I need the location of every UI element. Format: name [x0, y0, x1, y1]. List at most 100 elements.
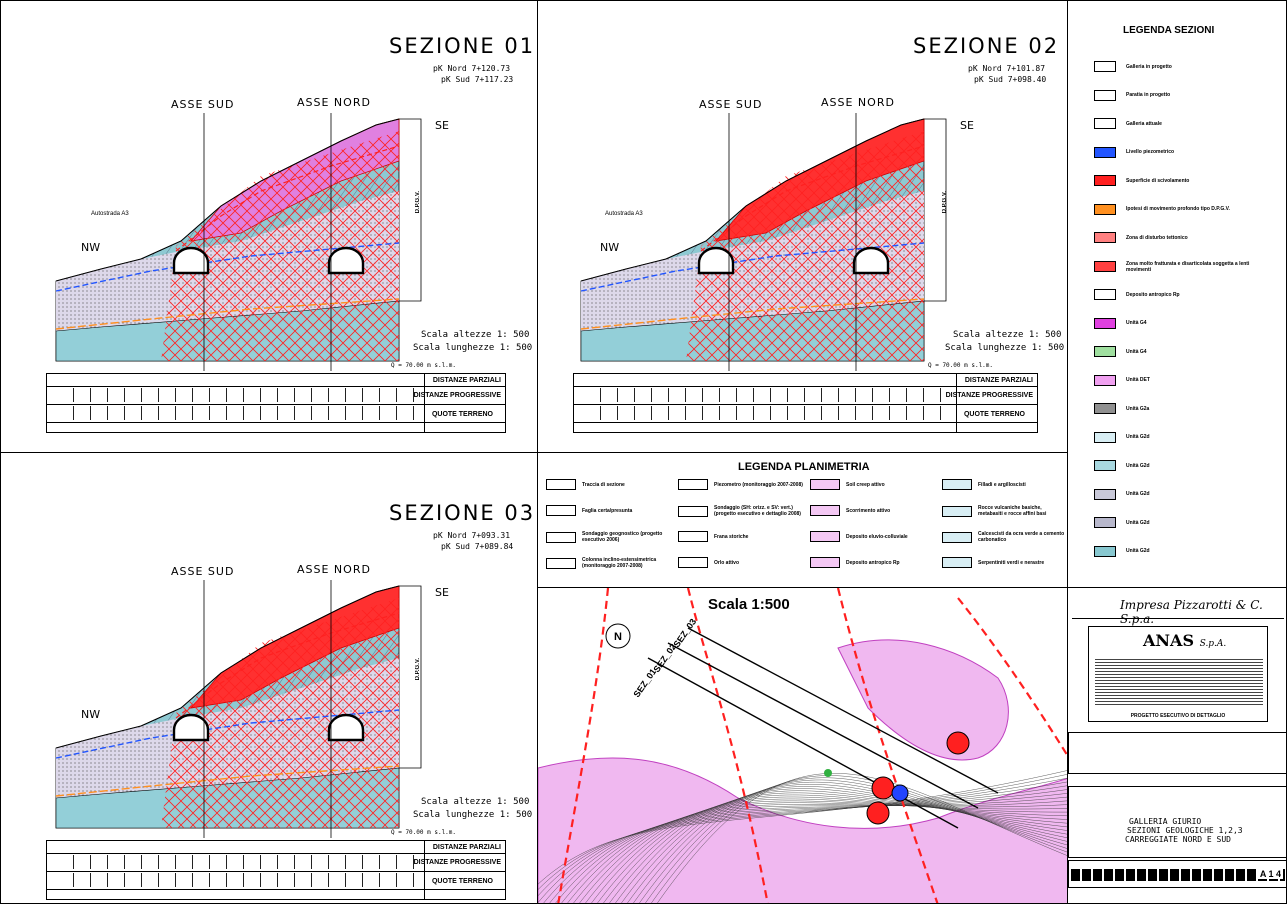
section-title: SEZIONE 03 [389, 501, 536, 525]
plan-legend-swatch [546, 479, 576, 490]
legend-label: Galleria in progetto [1126, 63, 1172, 70]
opera-name: GALLERIA GIURIO [1129, 817, 1202, 826]
se-label: SE [960, 119, 974, 132]
plan-legend-item: Soil creep attivo [810, 479, 885, 490]
scala-altezze: Scala altezze 1: 500 [421, 797, 530, 807]
nw-label: NW [81, 241, 101, 254]
legend-item: Unità G2d [1094, 488, 1150, 500]
plan-legend-label: Serpentiniti verdi e nerastre [978, 559, 1045, 566]
legend-label: Unità G4 [1126, 348, 1147, 355]
legend-label: Unità G2a [1126, 405, 1150, 412]
distanze-parziali-label: DISTANZE PARZIALI [432, 844, 501, 851]
plan-legend-item: Piezometro (monitoraggio 2007-2008) [678, 479, 803, 490]
carreggiate-name: CARREGGIATE NORD E SUD [1125, 835, 1231, 844]
se-label: SE [435, 119, 449, 132]
fault-line [557, 588, 610, 903]
sliding-surface [700, 145, 925, 252]
disturbance-zone [686, 131, 924, 361]
scala-lunghezze: Scala lunghezze 1: 500 [413, 343, 533, 353]
borehole-marker [946, 731, 970, 755]
nw-label: NW [600, 241, 620, 254]
legend-label: Unità DET [1126, 377, 1150, 383]
plan-legend-swatch [678, 557, 708, 568]
contractor-name: Impresa Pizzarotti & C. S.p.a. [1120, 598, 1263, 626]
landslide-area [837, 639, 1009, 761]
plan-legend-label: Filladi e argilloscisti [978, 481, 1026, 488]
contour-line [567, 800, 1067, 903]
filename-box [1068, 732, 1286, 774]
plan-legend-item: Frana storiche [678, 531, 748, 542]
legend-swatch [1094, 203, 1116, 215]
contour-line [538, 781, 1067, 903]
dpgv-line [55, 765, 400, 797]
legend-label: Unità G2d [1126, 519, 1150, 526]
asse-nord-label: ASSE NORD [297, 563, 371, 576]
plan-legend-swatch [810, 479, 840, 490]
legend-label: Unità G2d [1126, 434, 1150, 440]
code-value: A 1 4 [1257, 869, 1283, 879]
plan-legend-label: Scorrimento attivo [846, 507, 891, 514]
north-arrow-icon [605, 623, 631, 649]
distanze-progressive-label: DISTANZE PROGRESSIVE [413, 859, 501, 866]
plan-legend-label: Frana storiche [714, 533, 749, 540]
legend-label: Unità G2d [1126, 462, 1150, 469]
plan-legend-swatch [678, 479, 708, 490]
plan-legend-label: Faglia certa/presunta [582, 507, 633, 514]
legend-label: Deposito antropico Rp [1126, 291, 1180, 298]
quota-riferimento: Q = 70.00 m s.l.m. [928, 362, 994, 369]
asse-sud-label: ASSE SUD [171, 98, 235, 111]
scala-lunghezze: Scala lunghezze 1: 500 [413, 810, 533, 820]
plan-legend-swatch [942, 505, 972, 517]
plan-legend-swatch [546, 557, 576, 569]
autostrada-label: Autostrada A3 [605, 211, 643, 217]
distanze-parziali-label: DISTANZE PARZIALI [964, 377, 1033, 384]
legenda-sezioni: LEGENDA SEZIONI Galleria in progetto Para… [1067, 0, 1287, 588]
map-scale-label: Scala 1:500 [708, 596, 790, 613]
opgv-box [399, 585, 422, 769]
contour-line [639, 779, 1067, 903]
se-label: SE [435, 586, 449, 599]
legend-item: Ipotesi di movimento profondo tipo D.P.G… [1094, 203, 1230, 215]
anas-name: ANAS [1143, 631, 1195, 650]
legend-swatch [1094, 460, 1116, 471]
pk-sud: pK Sud 7+117.23 [441, 75, 514, 84]
plan-legend-item: Rocce vulcaniche basiche, metabasiti e r… [942, 505, 1067, 517]
contour-line [543, 785, 1067, 903]
legend-item: Paratia in progetto [1094, 89, 1170, 101]
tunnel-sud [172, 713, 210, 742]
scala-altezze: Scala altezze 1: 500 [421, 330, 530, 340]
scala-altezze: Scala altezze 1: 500 [953, 330, 1062, 340]
contour-line [615, 788, 1067, 903]
anas-block: ANAS S.p.A. PROGETTO ESECUTIVO DI DETTAG… [1088, 626, 1268, 722]
contour-line [633, 781, 1067, 903]
contractor-logo: Impresa Pizzarotti & C. S.p.a. [1072, 594, 1284, 626]
plan-legend-item: Orlo attivo [678, 557, 739, 568]
distanze-progressive-label: DISTANZE PROGRESSIVE [945, 392, 1033, 399]
scala-lunghezze: Scala lunghezze 1: 500 [945, 343, 1065, 353]
pk-nord: pK Nord 7+093.31 [433, 531, 511, 540]
plan-legend-swatch [546, 531, 576, 543]
legend-item: Unità DET [1094, 374, 1150, 386]
legend-swatch [1094, 545, 1116, 557]
geological-profile [55, 113, 422, 371]
tunnel-nord [327, 713, 365, 742]
legend-item: Zona molto fratturata e disarticolata so… [1094, 261, 1266, 273]
tunnel-sud [172, 246, 210, 275]
borehole-marker [871, 776, 895, 800]
quote-terreno-label: QUOTE TERRENO [431, 878, 493, 885]
anas-spa: S.p.A. [1199, 639, 1227, 649]
plan-legend-item: Sondaggio geognostico (progetto esecutiv… [546, 531, 672, 543]
plan-legend-swatch [942, 531, 972, 543]
legend-label: Ipotesi di movimento profondo tipo D.P.G… [1126, 206, 1230, 212]
legend-item: Superficie di scivolamento [1094, 175, 1189, 186]
quota-riferimento: Q = 70.00 m s.l.m. [391, 362, 457, 369]
section-title: SEZIONE 02 [913, 34, 1060, 58]
code-box: A 1 4 [1068, 860, 1286, 888]
plan-legend-label: Calcescisti da ocra verde a cemento carb… [978, 531, 1065, 543]
legend-swatch [1094, 89, 1116, 101]
legend-label: Superficie di scivolamento [1126, 177, 1190, 184]
plan-legend-swatch [546, 505, 576, 516]
legend-swatch [1094, 431, 1116, 443]
asse-sud-label: ASSE SUD [699, 98, 763, 111]
plan-legend-item: Sondaggio (SH: orizz. e SV: vert.) (prog… [678, 505, 804, 517]
